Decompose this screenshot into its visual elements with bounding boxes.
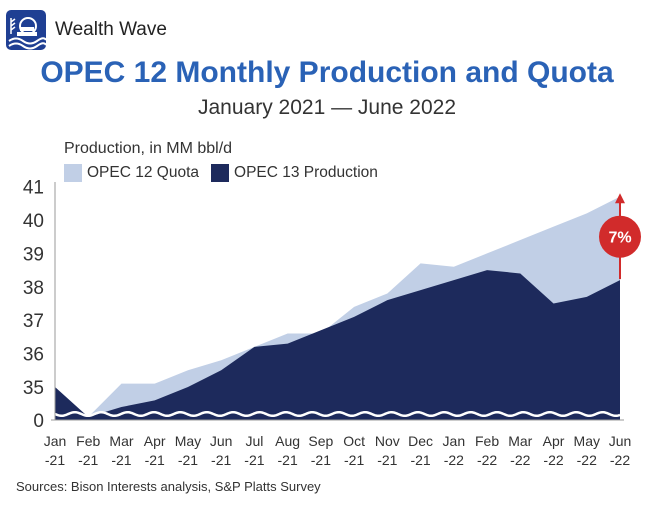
- x-tick-label: Apr -22: [543, 433, 565, 468]
- legend: OPEC 12 Quota OPEC 13 Production: [64, 164, 390, 182]
- x-tick-label: Jan -22: [443, 433, 466, 468]
- legend-item-production: OPEC 13 Production: [211, 164, 378, 182]
- legend-swatch-quota: [64, 164, 82, 182]
- gap-annotation-label: 7%: [608, 230, 631, 247]
- y-tick-label: 36: [23, 345, 44, 366]
- brand-name: Wealth Wave: [55, 19, 167, 40]
- brand: Wealth Wave: [6, 10, 167, 50]
- chart-subtitle: January 2021 — June 2022: [197, 96, 457, 119]
- chart-title: OPEC 12 Monthly Production and Quota: [40, 56, 614, 89]
- legend-label-quota: OPEC 12 Quota: [87, 164, 200, 181]
- x-tick-label: Sep -21: [308, 433, 333, 468]
- y-tick-label: 41: [23, 178, 44, 199]
- legend-label-production: OPEC 13 Production: [234, 164, 378, 181]
- legend-item-quota: OPEC 12 Quota: [64, 164, 199, 182]
- x-tick-label: Nov -21: [375, 433, 400, 468]
- x-tick-label: Mar -21: [109, 433, 133, 468]
- x-tick-label: May -21: [175, 433, 201, 468]
- x-tick-label: Jun -22: [609, 433, 632, 468]
- gap-annotation-badge: [599, 215, 641, 258]
- wealth-wave-logo-icon: [6, 10, 46, 50]
- y-tick-label: 39: [23, 244, 44, 265]
- x-tick-label: Dec -21: [408, 433, 433, 468]
- x-tick-label: Jan -21: [44, 433, 67, 468]
- y-tick-label: 37: [23, 311, 44, 332]
- x-tick-label: Apr -21: [144, 433, 166, 468]
- gap-arrow-head: [615, 193, 625, 204]
- y-tick-label: 35: [23, 378, 44, 399]
- area-opec-13-production: [55, 270, 620, 420]
- y-tick-label: 40: [23, 211, 44, 232]
- x-tick-label: Feb -21: [76, 433, 100, 468]
- axis-break-wave: [54, 410, 621, 418]
- y-axis-label: Production, in MM bbl/d: [64, 140, 233, 157]
- y-tick-label: 0: [33, 411, 44, 432]
- x-tick-label: Jul -21: [244, 433, 264, 468]
- x-tick-label: Feb -22: [475, 433, 499, 468]
- x-tick-label: Oct -21: [343, 433, 365, 468]
- x-tick-label: May -22: [574, 433, 600, 468]
- y-tick-label: 38: [23, 278, 44, 299]
- legend-swatch-production: [211, 164, 230, 182]
- x-tick-label: Aug -21: [275, 433, 300, 468]
- x-tick-label: Jun -21: [210, 433, 233, 468]
- source-note: Sources: Bison Interests analysis, S&P P…: [16, 479, 321, 494]
- x-tick-label: Mar -22: [508, 433, 532, 468]
